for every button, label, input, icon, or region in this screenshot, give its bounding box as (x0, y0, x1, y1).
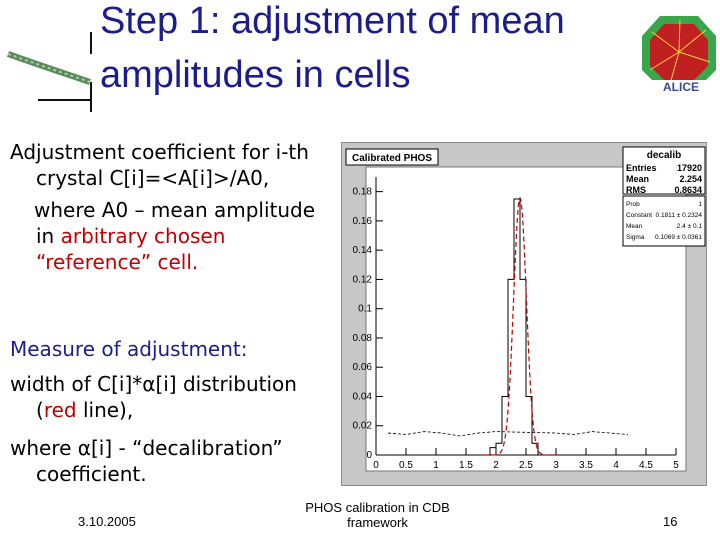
stats-value: 2.254 (679, 174, 702, 184)
stats-value: 0.8634 (674, 185, 702, 195)
x-tick-label: 0 (373, 460, 379, 471)
y-tick-label: 0.08 (353, 333, 373, 344)
x-tick-label: 1.5 (459, 460, 473, 471)
footer-page-number: 16 (663, 514, 678, 529)
x-tick-label: 3.5 (579, 460, 593, 471)
stats-box (622, 146, 706, 195)
y-tick-label: 0 (366, 450, 372, 461)
footer-date: 3.10.2005 (78, 514, 136, 529)
y-tick-label: 0.12 (353, 274, 373, 285)
x-tick-label: 1 (433, 460, 439, 471)
footer-center: PHOS calibration in CDB framework (305, 500, 450, 530)
x-tick-label: 2.5 (519, 460, 533, 471)
stats-label: Entries (626, 163, 657, 173)
fit-label: Sigma (626, 234, 645, 241)
histogram-chart: 0 0.5 1 1.5 2 2.5 3 3.5 4 4.5 5 0 0.02 0.04 0.06 0.08 0.… (345, 146, 706, 472)
y-tick-label: 0.14 (353, 245, 373, 256)
y-tick-label: 0.18 (353, 187, 373, 198)
histogram-line (472, 198, 568, 456)
x-tick-label: 4 (613, 460, 619, 471)
x-tick-label: 2 (493, 460, 499, 471)
fit-value: 0.1811 ± 0.2324 (656, 212, 703, 219)
fit-label: Prob (626, 201, 640, 208)
stats-label: Mean (626, 174, 649, 184)
histogram-plot-frame: 0 0.5 1 1.5 2 2.5 3 3.5 4 4.5 5 0 0.02 0.04 0.06 0.08 0.… (341, 142, 707, 486)
fit-value: 0.1069 ± 0.0361 (655, 234, 702, 241)
alice-logo: ALICE (640, 12, 718, 94)
y-tick-label: 0.02 (353, 421, 373, 432)
text-measure-heading: Measure of adjustment: (10, 337, 248, 361)
fit-value: 1 (698, 201, 702, 208)
x-tick-label: 3 (553, 460, 559, 471)
x-tick-label: 4.5 (639, 460, 653, 471)
stats-name: decalib (647, 150, 681, 161)
x-tick-label: 5 (673, 460, 679, 471)
chart-title-box (345, 148, 439, 166)
stats-value: 17920 (677, 163, 702, 173)
y-tick-label: 0.1 (358, 304, 372, 315)
detector-logo-icon (7, 51, 91, 101)
fit-value: 2.4 ± 0.1 (677, 223, 703, 230)
y-tick-label: 0.04 (353, 391, 373, 402)
fit-box (622, 195, 706, 247)
chart-title: Calibrated PHOS (352, 153, 432, 164)
y-tick-label: 0.06 (353, 362, 373, 373)
detector-logo (0, 30, 100, 110)
x-tick-label: 0.5 (399, 460, 413, 471)
y-tick-label: 0.16 (353, 216, 373, 227)
title-bar-decoration (90, 20, 94, 112)
fit-label: Constant (626, 212, 652, 219)
text-block-width: width of C[i]*α[i] distribution (red lin… (10, 372, 297, 486)
alice-logo-text: ALICE (646, 80, 716, 94)
fit-curve-line (484, 196, 556, 456)
alice-logo-icon (642, 16, 716, 88)
fit-label: Mean (626, 223, 643, 230)
text-block-adjustment: Adjustment coefficient for i-th crystal … (10, 140, 316, 274)
stats-label: RMS (626, 185, 646, 195)
page-title: Step 1: adjustment of mean amplitudes in… (100, 0, 565, 96)
